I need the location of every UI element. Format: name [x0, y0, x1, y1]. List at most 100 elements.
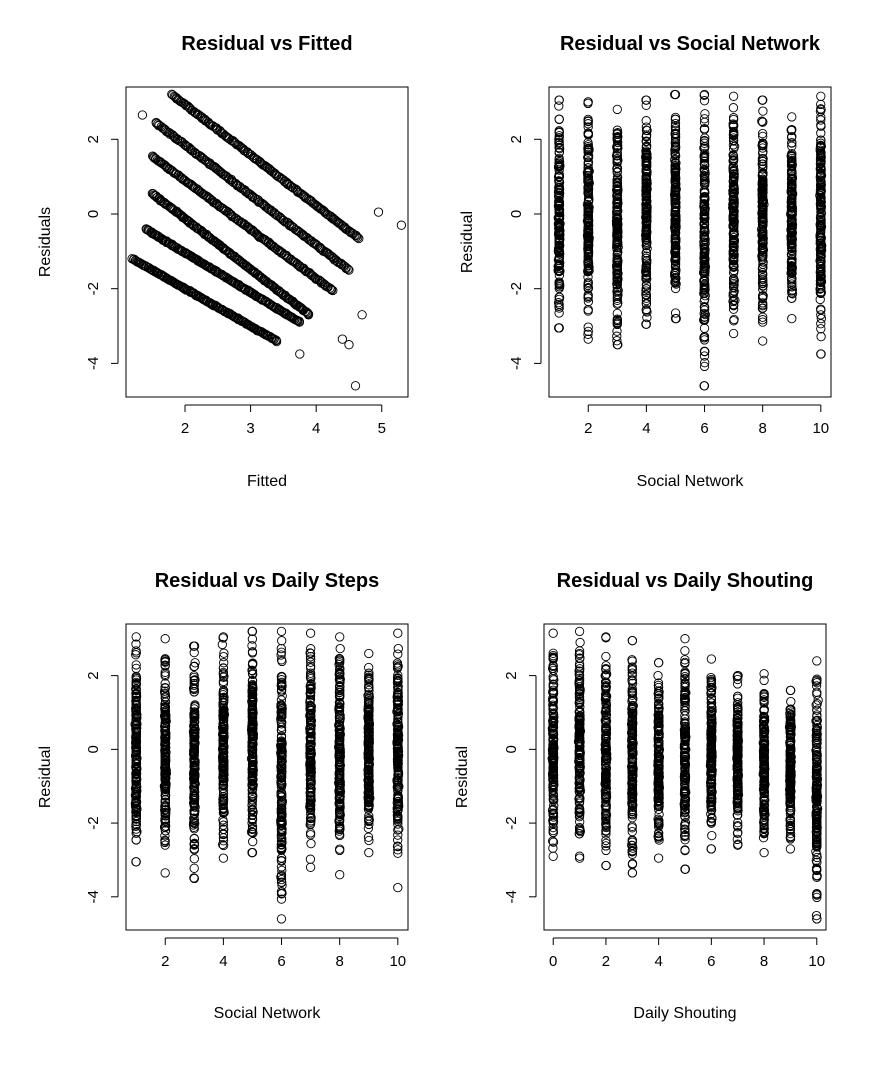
data-point [641, 95, 652, 105]
data-point [357, 310, 367, 320]
y-tick-label: -4 [508, 357, 525, 370]
data-point [583, 177, 593, 187]
y-tick-label: -2 [508, 282, 525, 295]
data-point [554, 218, 564, 229]
data-point [277, 174, 287, 184]
data-point [223, 132, 233, 143]
data-point [554, 283, 564, 294]
data-point [554, 101, 564, 111]
data-point [326, 284, 336, 294]
data-point [728, 328, 739, 339]
data-point [583, 233, 593, 243]
chart-title: Residual vs Social Network [560, 33, 821, 55]
data-point [554, 255, 564, 265]
data-point [335, 643, 345, 654]
data-point [373, 207, 384, 217]
data-point [187, 181, 198, 191]
data-point [196, 187, 206, 198]
data-point [133, 257, 144, 267]
x-axis-label: Fitted [247, 473, 287, 490]
data-point [554, 278, 564, 288]
data-point [342, 225, 352, 235]
x-tick-label: 10 [389, 953, 406, 970]
data-point [554, 153, 564, 164]
data-point [728, 103, 739, 113]
data-point [699, 381, 710, 391]
data-point [248, 836, 258, 847]
data-point [294, 317, 305, 327]
data-point [554, 200, 564, 211]
data-point [583, 291, 593, 302]
x-tick-label: 4 [312, 420, 320, 437]
data-point [184, 102, 194, 112]
data-point [554, 169, 564, 180]
x-tick-label: 4 [654, 953, 662, 970]
data-point [247, 626, 258, 637]
y-axis-label: Residuals [37, 207, 54, 277]
data-point [583, 326, 593, 337]
data-point [303, 308, 313, 319]
x-tick-label: 3 [246, 420, 254, 437]
data-point [217, 639, 227, 650]
y-tick-label: -4 [85, 890, 102, 903]
data-point [583, 128, 593, 139]
data-point [353, 232, 363, 243]
x-tick-label: 2 [584, 420, 592, 437]
data-point [583, 257, 593, 267]
data-point [554, 207, 564, 217]
plot-frame [125, 86, 409, 398]
y-tick-label: 2 [503, 671, 520, 679]
data-point [304, 267, 315, 278]
data-point [255, 157, 265, 167]
data-point [641, 116, 651, 126]
data-point [396, 220, 407, 230]
data-point [131, 835, 141, 845]
y-axis-label: Residual [459, 211, 476, 273]
data-point [583, 228, 593, 238]
data-point [335, 870, 345, 880]
data-point [393, 628, 403, 638]
data-point [188, 288, 198, 298]
x-tick-label: 2 [181, 420, 189, 437]
data-point [205, 298, 216, 308]
data-point [583, 266, 593, 276]
data-point [335, 632, 345, 642]
data-point [305, 628, 316, 638]
data-point [554, 259, 564, 269]
y-tick-label: -2 [503, 816, 520, 829]
y-axis-label: Residual [37, 746, 54, 808]
data-point [351, 232, 362, 242]
data-point [583, 329, 593, 339]
data-point [554, 127, 564, 138]
data-point [325, 283, 335, 293]
data-point [242, 148, 253, 158]
y-tick-label: -2 [85, 816, 102, 829]
x-tick-label: 8 [336, 953, 344, 970]
scatter-points [547, 626, 823, 924]
y-tick-label: -2 [85, 282, 102, 295]
data-point [200, 259, 210, 270]
data-point [337, 334, 348, 344]
data-point [670, 112, 681, 123]
data-point [583, 247, 593, 257]
data-point [583, 207, 593, 217]
y-tick-label: 2 [85, 671, 102, 679]
y-tick-label: 0 [503, 745, 520, 753]
data-point [305, 828, 316, 838]
data-point [816, 331, 826, 342]
data-point [160, 634, 170, 644]
data-point [554, 323, 564, 333]
y-tick-label: 0 [508, 210, 525, 218]
data-point [276, 914, 287, 924]
data-point [213, 302, 223, 312]
data-point [364, 847, 374, 858]
x-tick-label: 6 [277, 953, 285, 970]
chart-title: Residual vs Fitted [181, 33, 352, 55]
data-point [195, 257, 205, 267]
data-point [554, 160, 564, 170]
data-point [189, 107, 199, 117]
data-point [554, 237, 564, 248]
data-point [335, 219, 345, 229]
